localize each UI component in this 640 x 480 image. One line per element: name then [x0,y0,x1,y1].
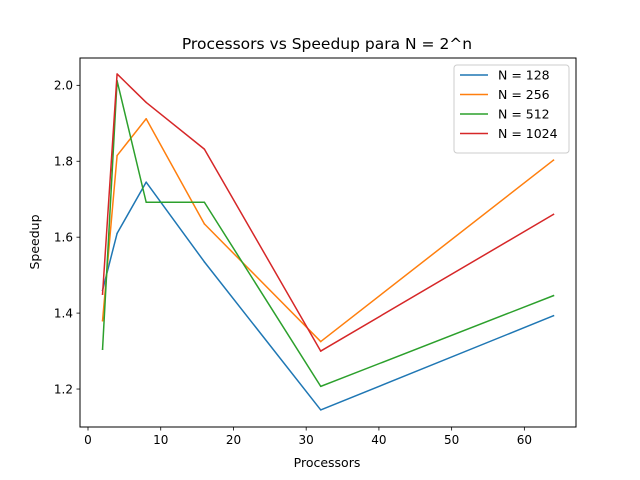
data-point [552,294,555,297]
data-point [145,117,147,120]
data-point [319,385,322,388]
y-tick-label: 2.0 [54,79,73,93]
data-point [319,409,322,411]
x-tick-label: 50 [444,433,459,447]
series-line-1 [101,181,555,411]
data-point [552,159,555,161]
legend-label: N = 512 [498,107,550,122]
data-point [319,350,322,352]
x-tick-label: 30 [299,433,314,447]
plot-frame [79,57,577,428]
data-point [203,148,206,150]
series-line-3 [101,80,555,388]
legend-label: N = 128 [498,68,550,83]
x-tick-label: 60 [517,433,532,447]
y-tick-label: 1.2 [54,382,73,396]
y-axis: 1.2 1.4 1.6 1.8 2.0 [54,79,80,396]
series-line-4 [101,73,555,352]
data-point [203,201,206,204]
y-tick-label: 1.4 [54,306,73,320]
data-point [319,340,322,343]
x-tick-label: 0 [84,433,92,447]
data-point [145,201,147,204]
data-point [145,101,147,104]
legend: N = 128 N = 256 N = 512 N = 1024 [453,64,570,154]
y-tick-label: 1.6 [54,230,73,244]
x-tick-label: 10 [153,433,168,447]
data-point [101,293,104,295]
y-axis-label: Speedup [27,214,42,269]
data-point [552,213,555,216]
chart-title: Processors vs Speedup para N = 2^n [182,35,472,53]
data-point [101,348,104,350]
data-point [552,315,555,317]
series-layer [101,73,555,411]
data-point [203,223,206,225]
legend-box [453,64,570,154]
series-line-2 [101,117,555,343]
legend-label: N = 256 [498,87,550,102]
legend-label: N = 1024 [498,126,558,141]
x-tick-label: 20 [226,433,241,447]
data-point [203,261,206,263]
x-axis-label: Processors [294,455,361,470]
x-tick-label: 40 [371,433,386,447]
data-point [116,73,118,75]
x-axis: 0 10 20 30 40 50 60 [84,427,532,447]
data-point [101,319,104,322]
data-point [116,154,118,157]
y-tick-label: 1.8 [54,155,73,169]
data-point [116,232,118,235]
data-point [145,181,147,183]
